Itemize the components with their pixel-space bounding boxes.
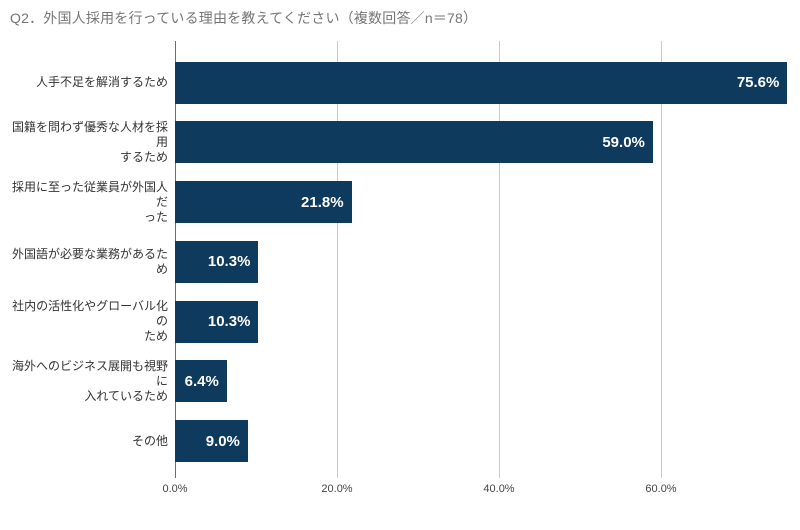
bar: 9.0%	[175, 420, 248, 462]
bar-value-label: 9.0%	[205, 432, 240, 450]
bar-value-label: 6.4%	[184, 372, 219, 390]
chart-title: Q2．外国人採用を行っている理由を教えてください（複数回答／n＝78）	[10, 10, 478, 26]
category-label-text: その他	[131, 433, 168, 448]
category-label: 社内の活性化やグローバル化の ため	[8, 299, 168, 343]
bar: 59.0%	[175, 121, 653, 164]
x-tick-label: 40.0%	[483, 483, 515, 495]
category-label: 外国語が必要な業務があるため	[8, 241, 168, 283]
bar: 75.6%	[175, 61, 788, 104]
bar-value-label: 10.3%	[207, 313, 251, 330]
bar: 10.3%	[175, 240, 259, 283]
category-label-text: 外国語が必要な業務があるため	[11, 246, 168, 276]
x-tick-label: 20.0%	[321, 483, 353, 495]
category-label-text: 国籍を問わず優秀な人材を採用 するため	[11, 119, 168, 164]
bar-value-label: 75.6%	[736, 74, 780, 91]
category-label-text: 人手不足を解消するため	[35, 75, 168, 89]
bar-value-label: 21.8%	[301, 193, 344, 211]
bar-value-label: 10.3%	[207, 253, 251, 271]
category-label: 人手不足を解消するため	[8, 62, 168, 104]
category-label: 海外へのビジネス展開も視野に 入れているため	[8, 358, 168, 403]
x-gridline	[337, 41, 338, 478]
bar: 6.4%	[175, 360, 227, 403]
category-label-text: 社内の活性化やグローバル化の ため	[12, 299, 168, 343]
bar-value-label: 59.0%	[602, 133, 645, 151]
bar: 10.3%	[175, 300, 259, 343]
category-label: 採用に至った従業員が外国人だ った	[8, 179, 168, 224]
x-gridline	[661, 41, 662, 478]
category-label: その他	[8, 420, 168, 462]
bar: 21.8%	[175, 181, 352, 223]
x-tick-label: 60.0%	[645, 483, 677, 495]
category-label-text: 採用に至った従業員が外国人だ った	[11, 179, 168, 224]
category-label: 国籍を問わず優秀な人材を採用 するため	[8, 119, 168, 164]
x-tick-label: 0.0%	[162, 483, 188, 495]
category-label-text: 海外へのビジネス展開も視野に 入れているため	[11, 358, 168, 403]
x-gridline	[499, 41, 500, 478]
